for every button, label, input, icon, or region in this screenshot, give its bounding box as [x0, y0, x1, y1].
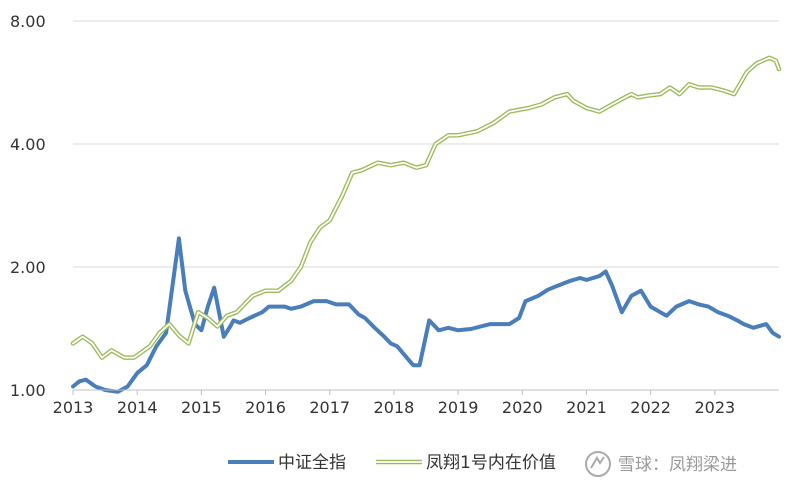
legend: 中证全指 凤翔1号内在价值	[228, 453, 556, 473]
gridlines	[73, 20, 779, 268]
y-tick-label-0: 1.00	[10, 381, 46, 400]
x-axis-ticks: 2013 2014 2015 2016 2017 2018 2019 2020 2021 2022…	[53, 390, 735, 417]
y-axis-ticks: 1.00 2.00 4.00 8.00	[10, 12, 46, 400]
x-tick-label-8: 2021	[566, 398, 607, 417]
y-tick-label-3: 8.00	[10, 12, 46, 31]
x-tick-label-6: 2019	[438, 398, 479, 417]
x-tick-label-1: 2014	[117, 398, 158, 417]
x-tick-label-9: 2022	[630, 398, 671, 417]
legend-item-1: 凤翔1号内在价值	[376, 453, 556, 473]
x-tick-label-5: 2018	[374, 398, 415, 417]
x-tick-label-3: 2016	[245, 398, 286, 417]
x-tick-label-2: 2015	[181, 398, 222, 417]
watermark: 雪球：凤翔梁进	[585, 451, 737, 477]
snowball-logo-icon	[585, 451, 611, 477]
watermark-text: 雪球：凤翔梁进	[618, 455, 737, 475]
y-tick-label-1: 2.00	[10, 258, 46, 277]
legend-label-1: 凤翔1号内在价值	[426, 453, 556, 473]
x-tick-label-7: 2020	[502, 398, 543, 417]
legend-item-0: 中证全指	[228, 453, 346, 473]
series-lines	[70, 55, 782, 394]
y-tick-label-2: 4.00	[10, 135, 46, 154]
x-tick-label-0: 2013	[53, 398, 94, 417]
x-tick-label-10: 2023	[694, 398, 735, 417]
legend-label-0: 中证全指	[278, 453, 346, 473]
series-line-1-inner	[72, 56, 780, 359]
series-line-0	[71, 236, 781, 394]
series-line-1-outer	[70, 55, 782, 360]
x-tick-label-4: 2017	[309, 398, 350, 417]
